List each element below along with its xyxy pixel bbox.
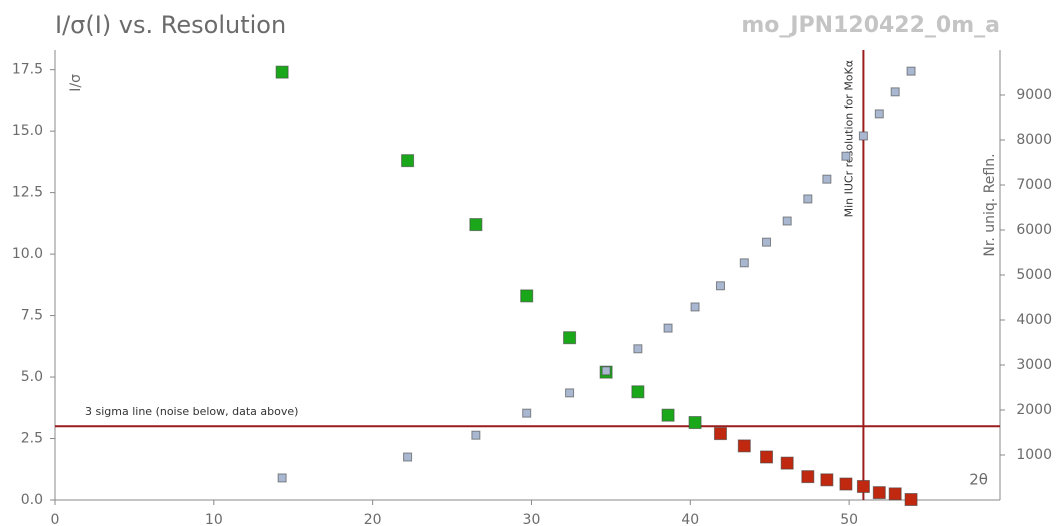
x-tick-label: 0 — [51, 512, 60, 526]
x-axis-label: 2θ — [969, 471, 988, 489]
count-point — [565, 388, 575, 398]
isigma-point — [801, 470, 815, 484]
x-tick-label: 20 — [364, 512, 382, 526]
y2-tick-label: 6000 — [1016, 222, 1052, 238]
x-tick-label: 40 — [681, 512, 699, 526]
y2-tick-label: 9000 — [1016, 87, 1052, 103]
isigma-point — [401, 154, 415, 168]
count-point — [803, 194, 813, 204]
chart-subtitle: mo_JPN120422_0m_a — [741, 13, 1000, 38]
count-point — [633, 344, 643, 354]
y-tick-label: 5.0 — [21, 369, 43, 385]
x-tick-label: 50 — [840, 512, 858, 526]
y2-tick-label: 8000 — [1016, 132, 1052, 148]
y-tick-label: 7.5 — [21, 308, 43, 324]
y-tick-label: 12.5 — [12, 185, 43, 201]
y2-tick-label: 4000 — [1016, 312, 1052, 328]
y2-tick-label: 2000 — [1016, 402, 1052, 418]
y2-tick-label: 3000 — [1016, 357, 1052, 373]
count-point — [858, 131, 868, 141]
isigma-point — [631, 385, 645, 399]
y2-axis-label: Nr. uniq. Refln. — [982, 153, 998, 256]
x-tick-label: 10 — [205, 512, 223, 526]
count-point — [471, 430, 481, 440]
count-point — [906, 66, 916, 76]
isigma-point — [737, 439, 751, 453]
isigma-point — [888, 487, 902, 501]
count-point — [403, 452, 413, 462]
x-tick-label: 30 — [523, 512, 541, 526]
y-axis-label: I/σ — [68, 74, 84, 92]
count-point — [663, 323, 673, 333]
y-tick-label: 10.0 — [12, 246, 43, 262]
isigma-point — [713, 427, 727, 441]
y-tick-label: 2.5 — [21, 431, 43, 447]
isigma-point — [820, 473, 834, 487]
y2-tick-label: 7000 — [1016, 177, 1052, 193]
isigma-point — [661, 408, 675, 422]
count-point — [601, 366, 611, 376]
y2-tick-label: 5000 — [1016, 267, 1052, 283]
count-point — [277, 473, 287, 483]
isigma-point — [469, 218, 483, 232]
isigma-point — [904, 493, 918, 507]
isigma-point — [563, 331, 577, 345]
count-point — [841, 151, 851, 161]
y-tick-label: 15.0 — [12, 123, 43, 139]
isigma-point — [520, 289, 534, 303]
chart-title: I/σ(I) vs. Resolution — [55, 11, 286, 39]
threshold-label: 3 sigma line (noise below, data above) — [85, 405, 298, 418]
count-point — [874, 109, 884, 119]
count-point — [739, 258, 749, 268]
y-tick-label: 17.5 — [12, 62, 43, 78]
count-point — [890, 87, 900, 97]
isigma-point — [856, 479, 870, 493]
y2-tick-label: 1000 — [1016, 447, 1052, 463]
isigma-point — [839, 477, 853, 491]
resolution-label: Min IUCr resolution for MoKα — [842, 60, 855, 217]
count-point — [762, 237, 772, 247]
isigma-point — [688, 416, 702, 430]
isigma-point — [780, 456, 794, 470]
count-point — [690, 302, 700, 312]
y-tick-label: 0.0 — [21, 492, 43, 508]
isigma-point — [872, 486, 886, 500]
count-point — [522, 408, 532, 418]
isigma-point — [275, 65, 289, 79]
count-point — [715, 281, 725, 291]
count-point — [822, 174, 832, 184]
isigma-point — [760, 450, 774, 464]
count-point — [782, 216, 792, 226]
